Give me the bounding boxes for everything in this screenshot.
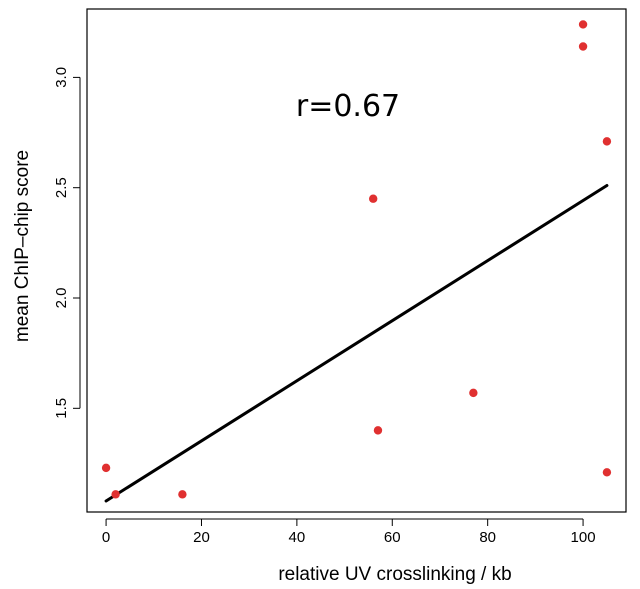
x-axis: 0 20 40 60 80 100 [102,519,596,546]
regression-line [106,185,607,500]
y-tick-label: 1.5 [53,398,70,419]
correlation-annotation: r=0.67 [296,89,400,124]
y-axis-title: mean ChIP–chip score [12,150,33,342]
fit-line-layer [106,185,607,500]
y-tick-label: 3.0 [53,67,70,88]
data-point [178,490,186,498]
y-tick-label: 2.0 [53,288,70,309]
data-point [369,195,377,203]
data-point [102,464,110,472]
x-tick-label: 100 [571,529,596,546]
y-axis: 1.5 2.0 2.5 3.0 [53,67,80,419]
data-point [603,468,611,476]
data-point [579,20,587,28]
x-tick-label: 60 [384,529,401,546]
x-axis-title: relative UV crosslinking / kb [278,564,511,585]
data-point [579,42,587,50]
plot-frame [87,9,626,512]
data-point [111,490,119,498]
data-point [374,426,382,434]
x-tick-label: 40 [289,529,306,546]
x-tick-label: 20 [193,529,210,546]
data-point [603,137,611,145]
y-tick-label: 2.5 [53,177,70,198]
x-tick-label: 0 [102,529,110,546]
data-point [469,389,477,397]
x-tick-label: 80 [479,529,496,546]
